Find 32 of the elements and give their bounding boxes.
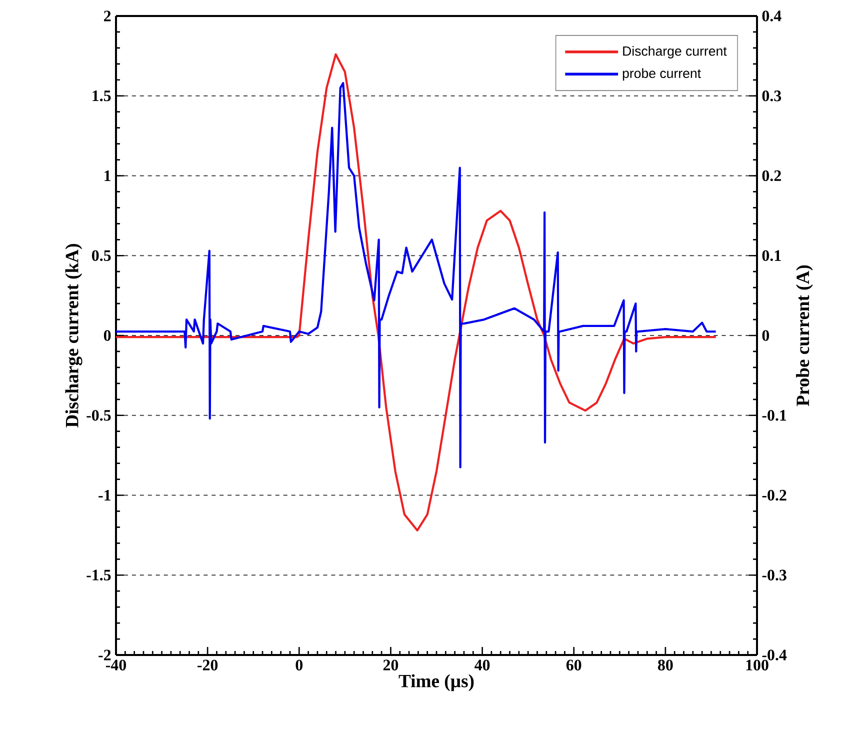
y2-tick-label: 0.3 bbox=[762, 90, 782, 102]
y-axis-title: Discharge current (kA) bbox=[65, 244, 82, 428]
x-tick-label: 40 bbox=[474, 660, 490, 670]
legend-label: probe current bbox=[622, 68, 701, 81]
y2-tick-label: 0.2 bbox=[762, 170, 781, 182]
y2-tick-label: -0.3 bbox=[762, 570, 786, 581]
y-tick-label: -1.5 bbox=[86, 570, 111, 581]
y-tick-label: -1 bbox=[98, 490, 110, 501]
y-tick-label: 2 bbox=[104, 10, 111, 22]
x-tick-label: 20 bbox=[383, 660, 398, 670]
y-tick-label: -2 bbox=[98, 650, 111, 660]
y2-axis-title: Probe current (A) bbox=[796, 265, 813, 406]
x-tick-label: -40 bbox=[106, 660, 126, 670]
legend-label: Discharge current bbox=[623, 46, 727, 58]
y-tick-label: 0 bbox=[104, 330, 111, 341]
y-tick-label: 1 bbox=[104, 170, 110, 182]
x-tick-label: 100 bbox=[746, 660, 768, 670]
y2-tick-label: 0.1 bbox=[762, 250, 781, 262]
x-axis-title: Time (µs) bbox=[398, 674, 474, 692]
y2-tick-label: -0.4 bbox=[762, 650, 787, 660]
y2-tick-label: -0.2 bbox=[762, 490, 786, 501]
y-tick-label: 1.5 bbox=[92, 90, 111, 102]
x-tick-label: 80 bbox=[658, 660, 673, 670]
x-tick-label: 60 bbox=[566, 660, 582, 670]
y2-tick-label: 0.4 bbox=[762, 10, 782, 22]
y2-tick-label: 0 bbox=[762, 330, 770, 341]
y-tick-label: -0.5 bbox=[86, 410, 111, 421]
x-tick-label: -20 bbox=[198, 660, 218, 670]
line-series bbox=[116, 82, 717, 468]
y-tick-label: 0.5 bbox=[92, 250, 111, 262]
x-tick-label: 0 bbox=[296, 660, 303, 670]
y2-tick-label: -0.1 bbox=[762, 410, 786, 421]
